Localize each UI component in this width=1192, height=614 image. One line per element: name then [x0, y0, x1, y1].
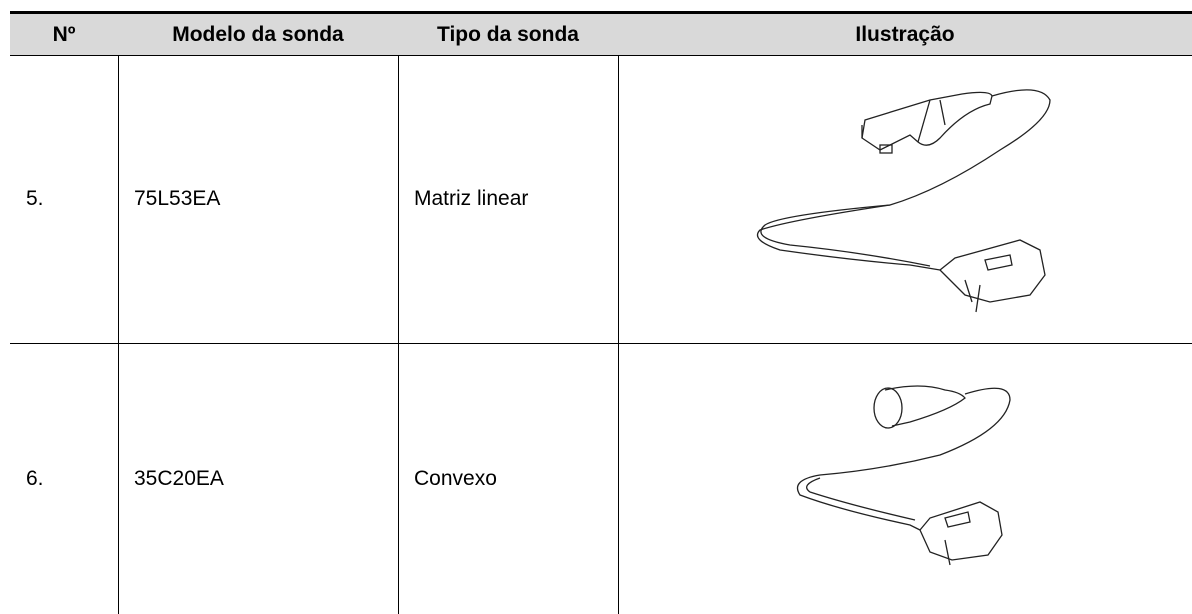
top-border [10, 11, 1192, 14]
column-line [398, 14, 399, 614]
row-line [10, 55, 1192, 56]
column-line [118, 14, 119, 614]
row-line [10, 343, 1192, 344]
table-cell: 35C20EA [134, 466, 224, 490]
linear-probe-illustration [756, 89, 1051, 313]
table-cell: 75L53EA [134, 187, 221, 210]
table-cell: 5. [26, 187, 44, 210]
header-cell: Tipo da sonda [398, 14, 618, 55]
column-line [618, 14, 619, 614]
table-cell: Matriz linear [414, 187, 529, 210]
header-cell: Modelo da sonda [118, 14, 398, 55]
header-cell: Nº [10, 14, 118, 55]
convex-probe-illustration [796, 385, 1011, 566]
header-cell: Ilustração [618, 14, 1192, 55]
table-cell: Convexo [414, 466, 497, 490]
table-cell: 6. [26, 466, 44, 490]
